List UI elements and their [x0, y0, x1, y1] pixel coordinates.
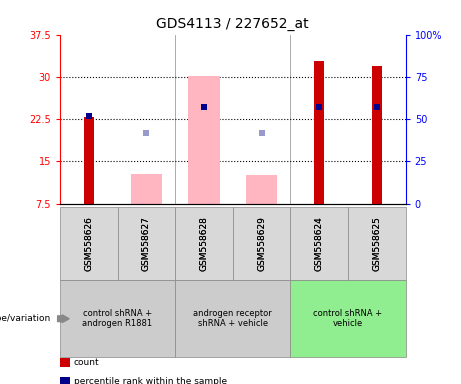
Text: control shRNA +
androgen R1881: control shRNA + androgen R1881: [83, 309, 153, 328]
Text: GSM558624: GSM558624: [315, 217, 324, 271]
Text: GSM558629: GSM558629: [257, 217, 266, 271]
Text: count: count: [74, 358, 100, 367]
Text: GSM558627: GSM558627: [142, 217, 151, 271]
Text: GSM558628: GSM558628: [200, 217, 208, 271]
Text: GSM558625: GSM558625: [372, 217, 381, 271]
Text: GSM558626: GSM558626: [84, 217, 93, 271]
Title: GDS4113 / 227652_at: GDS4113 / 227652_at: [156, 17, 309, 31]
Text: percentile rank within the sample: percentile rank within the sample: [74, 377, 227, 384]
Text: GSM558627: GSM558627: [142, 217, 151, 271]
Bar: [314, 61, 325, 204]
Bar: [372, 66, 382, 204]
Bar: [246, 175, 278, 204]
Text: control shRNA +
vehicle: control shRNA + vehicle: [313, 309, 383, 328]
Bar: [188, 76, 220, 204]
Text: GSM558625: GSM558625: [372, 217, 381, 271]
Text: GSM558624: GSM558624: [315, 217, 324, 271]
Text: GSM558629: GSM558629: [257, 217, 266, 271]
Text: GSM558626: GSM558626: [84, 217, 93, 271]
Text: androgen receptor
shRNA + vehicle: androgen receptor shRNA + vehicle: [194, 309, 272, 328]
Bar: [130, 174, 162, 204]
Text: GSM558628: GSM558628: [200, 217, 208, 271]
Text: genotype/variation: genotype/variation: [0, 314, 51, 323]
Bar: [83, 118, 94, 204]
